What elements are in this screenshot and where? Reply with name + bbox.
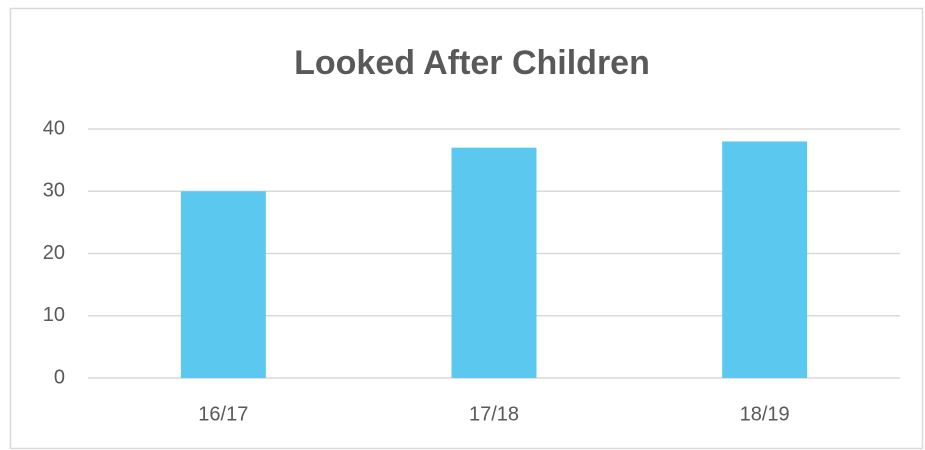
bar bbox=[451, 147, 537, 378]
x-tick-label: 17/18 bbox=[469, 403, 519, 425]
y-tick-label: 40 bbox=[43, 117, 65, 139]
y-tick-label: 10 bbox=[43, 304, 65, 326]
y-tick-label: 20 bbox=[43, 242, 65, 264]
x-tick-label: 18/19 bbox=[740, 403, 790, 425]
y-tick-label: 30 bbox=[43, 180, 65, 202]
chart-title: Looked After Children bbox=[294, 44, 650, 82]
x-tick-label: 16/17 bbox=[198, 403, 248, 425]
bar bbox=[722, 141, 808, 378]
y-tick-label: 0 bbox=[54, 366, 65, 388]
bar bbox=[180, 191, 266, 378]
